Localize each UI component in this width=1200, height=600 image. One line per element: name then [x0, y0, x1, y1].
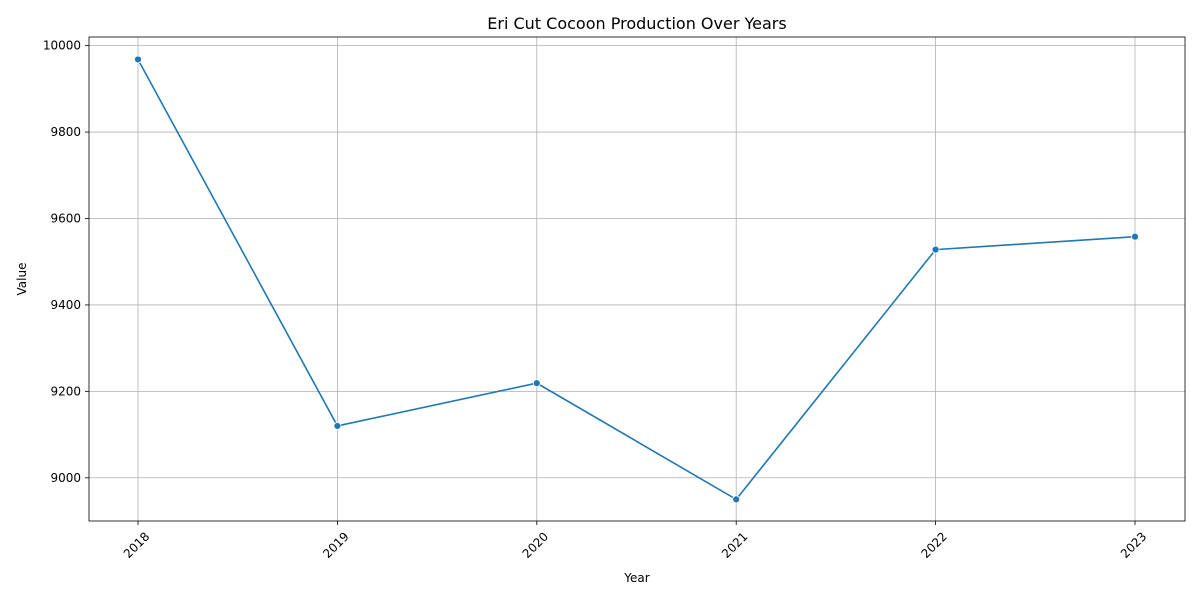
series-line — [137, 59, 1136, 501]
series-layer — [134, 55, 1139, 504]
x-tick-label: 2021 — [719, 529, 750, 560]
x-tick-label: 2022 — [918, 529, 949, 560]
data-point — [732, 495, 741, 504]
x-tick-label: 2018 — [121, 529, 152, 560]
plot-area-frame — [88, 36, 1186, 522]
data-point — [532, 379, 541, 388]
y-axis-label: Value — [15, 263, 29, 296]
axis-ticks: 2018 2019 2020 2021 2022 2023 9000 9200 9400 9600… — [43, 39, 1150, 561]
y-tick-label: 9000 — [50, 471, 81, 485]
y-tick-label: 9600 — [50, 212, 81, 226]
y-tick-label: 10000 — [43, 39, 81, 53]
chart-title: Eri Cut Cocoon Production Over Years — [487, 14, 786, 33]
x-tick-label: 2019 — [320, 529, 351, 560]
data-point — [333, 422, 342, 430]
data-point — [931, 245, 940, 254]
grid — [89, 37, 1185, 521]
y-tick-label: 9400 — [50, 298, 81, 312]
x-axis-label: Year — [623, 571, 649, 585]
x-tick-label: 2023 — [1118, 529, 1149, 560]
y-tick-label: 9800 — [50, 125, 81, 139]
data-point — [134, 55, 142, 64]
y-tick-label: 9200 — [50, 384, 81, 398]
data-point — [1131, 232, 1139, 241]
x-tick-label: 2020 — [520, 529, 551, 560]
